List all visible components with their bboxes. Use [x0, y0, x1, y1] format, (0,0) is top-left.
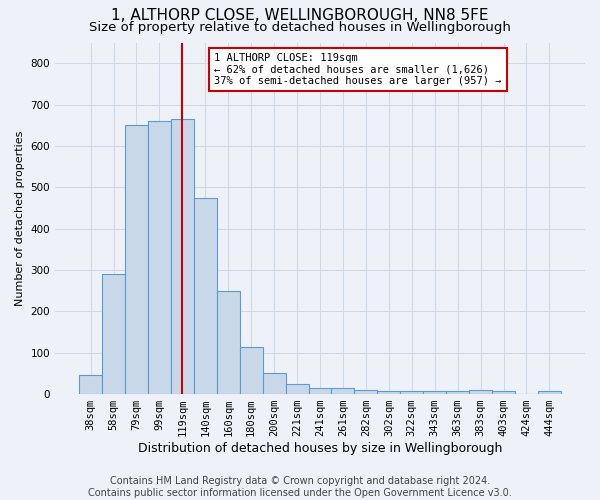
Bar	[286, 384, 308, 394]
Text: 1, ALTHORP CLOSE, WELLINGBOROUGH, NN8 5FE: 1, ALTHORP CLOSE, WELLINGBOROUGH, NN8 5F…	[111, 8, 489, 22]
Text: Contains HM Land Registry data © Crown copyright and database right 2024.
Contai: Contains HM Land Registry data © Crown c…	[88, 476, 512, 498]
Bar	[355, 390, 377, 394]
Bar	[79, 376, 102, 394]
Bar	[194, 198, 217, 394]
Bar	[331, 388, 355, 394]
Bar	[125, 125, 148, 394]
Bar	[492, 391, 515, 394]
Bar	[217, 290, 240, 394]
Bar	[308, 388, 331, 394]
Bar	[263, 374, 286, 394]
Bar	[148, 121, 171, 394]
Bar	[102, 274, 125, 394]
Y-axis label: Number of detached properties: Number of detached properties	[15, 130, 25, 306]
Bar	[240, 346, 263, 394]
Bar	[377, 391, 400, 394]
Text: 1 ALTHORP CLOSE: 119sqm
← 62% of detached houses are smaller (1,626)
37% of semi: 1 ALTHORP CLOSE: 119sqm ← 62% of detache…	[214, 53, 502, 86]
Text: Size of property relative to detached houses in Wellingborough: Size of property relative to detached ho…	[89, 21, 511, 34]
Bar	[171, 119, 194, 394]
X-axis label: Distribution of detached houses by size in Wellingborough: Distribution of detached houses by size …	[138, 442, 502, 455]
Bar	[538, 391, 561, 394]
Bar	[400, 391, 423, 394]
Bar	[446, 391, 469, 394]
Bar	[423, 391, 446, 394]
Bar	[469, 390, 492, 394]
